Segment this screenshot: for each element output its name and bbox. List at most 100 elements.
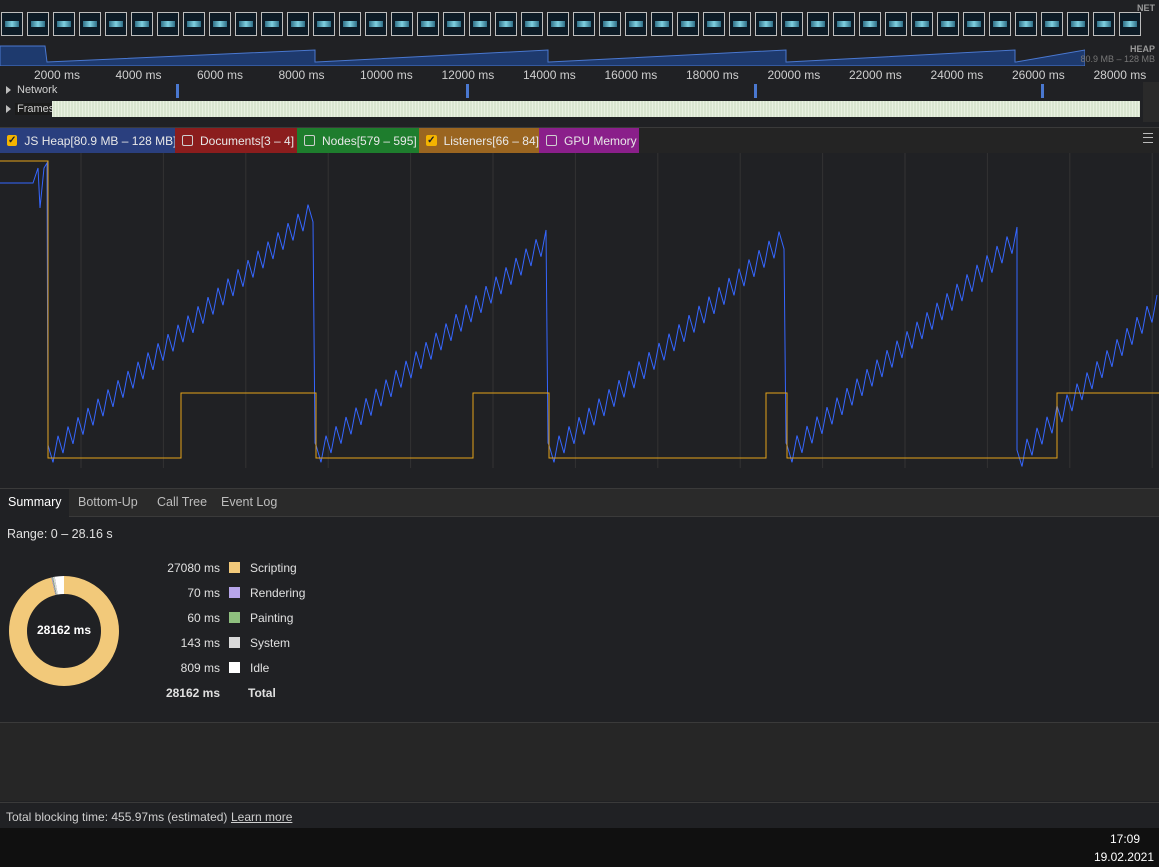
- screenshot-thumbnail[interactable]: [287, 12, 309, 36]
- screenshot-thumbnail[interactable]: [833, 12, 855, 36]
- ruler-tick-label: 14000 ms: [523, 68, 576, 82]
- screenshot-thumbnail[interactable]: [963, 12, 985, 36]
- screenshot-thumbnail[interactable]: [1041, 12, 1063, 36]
- tab-call-tree[interactable]: Call Tree: [157, 495, 208, 509]
- panel-divider[interactable]: [0, 468, 1159, 489]
- ruler-tick-label: 18000 ms: [686, 68, 739, 82]
- screenshot-thumbnail[interactable]: [989, 12, 1011, 36]
- screenshot-thumbnail[interactable]: [469, 12, 491, 36]
- memory-chart: [0, 153, 1159, 468]
- counter-label: GPU Memory: [564, 133, 637, 148]
- counter-label: JS Heap[80.9 MB – 128 MB]: [24, 133, 177, 148]
- checkbox[interactable]: [546, 135, 557, 146]
- counter-label: Documents[3 – 4]: [200, 133, 295, 148]
- screenshot-thumbnail[interactable]: [79, 12, 101, 36]
- tab-summary[interactable]: Summary: [0, 489, 70, 518]
- screenshot-thumbnail[interactable]: [755, 12, 777, 36]
- screenshot-thumbnail[interactable]: [53, 12, 75, 36]
- screenshot-thumbnail[interactable]: [27, 12, 49, 36]
- screenshot-thumbnail[interactable]: [183, 12, 205, 36]
- screenshot-thumbnail[interactable]: [651, 12, 673, 36]
- clock-time[interactable]: 17:09: [1109, 832, 1140, 846]
- checkbox[interactable]: [426, 135, 437, 146]
- network-track[interactable]: Network: [0, 82, 1159, 100]
- counter-toggle[interactable]: Documents[3 – 4]: [175, 128, 297, 153]
- heap-overview-area: [0, 45, 1085, 66]
- expand-triangle-icon[interactable]: [6, 86, 11, 94]
- checkbox[interactable]: [7, 135, 18, 146]
- checkbox[interactable]: [304, 135, 315, 146]
- menu-icon[interactable]: [1143, 133, 1153, 143]
- counter-toggle[interactable]: Nodes[579 – 595]: [297, 128, 419, 153]
- screenshot-thumbnail[interactable]: [131, 12, 153, 36]
- screenshot-thumbnail[interactable]: [859, 12, 881, 36]
- summary-row-scripting: 27080 ms Scripting: [130, 561, 390, 579]
- screenshot-thumbnail[interactable]: [625, 12, 647, 36]
- learn-more-link[interactable]: Learn more: [231, 810, 293, 824]
- screenshot-thumbnail[interactable]: [495, 12, 517, 36]
- screenshot-thumbnail[interactable]: [677, 12, 699, 36]
- network-request-marker: [1041, 84, 1044, 98]
- screenshot-thumbnail[interactable]: [885, 12, 907, 36]
- screenshot-thumbnail[interactable]: [157, 12, 179, 36]
- screenshot-thumbnail[interactable]: [1119, 12, 1141, 36]
- screenshot-thumbnail[interactable]: [547, 12, 569, 36]
- screenshot-thumbnail[interactable]: [391, 12, 413, 36]
- time-ruler: 2000 ms 4000 ms 6000 ms 8000 ms 10000 ms 1200…: [0, 66, 1159, 82]
- screenshot-thumbnail[interactable]: [807, 12, 829, 36]
- ruler-tick-label: 22000 ms: [849, 68, 902, 82]
- screenshot-thumbnail[interactable]: [911, 12, 933, 36]
- screenshot-thumbnail[interactable]: [781, 12, 803, 36]
- legend-swatch: [229, 637, 240, 648]
- expand-triangle-icon[interactable]: [6, 105, 11, 113]
- legend-swatch: [229, 612, 240, 623]
- checkbox[interactable]: [182, 135, 193, 146]
- screenshot-thumbnail[interactable]: [1, 12, 23, 36]
- screenshot-thumbnail[interactable]: [417, 12, 439, 36]
- listeners-series: [0, 160, 1159, 459]
- range-text: Range: 0 – 28.16 s: [7, 527, 113, 541]
- clock-date[interactable]: 19.02.2021: [1093, 850, 1154, 864]
- summary-label: Painting: [250, 611, 294, 625]
- screenshot-thumbnail[interactable]: [105, 12, 127, 36]
- screenshot-thumbnail[interactable]: [937, 12, 959, 36]
- frames-track[interactable]: Frames: [0, 101, 1159, 119]
- summary-label: System: [250, 636, 291, 650]
- screenshot-thumbnail[interactable]: [1067, 12, 1089, 36]
- ruler-tick-label: 10000 ms: [360, 68, 413, 82]
- network-request-marker: [754, 84, 757, 98]
- ruler-tick-label: 2000 ms: [34, 68, 81, 82]
- summary-value: 27080 ms: [167, 561, 220, 575]
- tab-event-log[interactable]: Event Log: [221, 495, 278, 509]
- overview-scrollbar[interactable]: [1143, 82, 1159, 122]
- screenshot-thumbnail[interactable]: [1015, 12, 1037, 36]
- screenshot-thumbnail[interactable]: [313, 12, 335, 36]
- status-footer: Total blocking time: 455.97ms (estimated…: [0, 802, 1159, 829]
- screenshot-thumbnail[interactable]: [573, 12, 595, 36]
- ruler-tick-label: 24000 ms: [930, 68, 984, 82]
- screenshot-thumbnail[interactable]: [599, 12, 621, 36]
- summary-total-value: 28162 ms: [165, 686, 220, 700]
- screenshot-thumbnail[interactable]: [1093, 12, 1115, 36]
- screenshot-thumbnail[interactable]: [521, 12, 543, 36]
- screenshot-thumbnail[interactable]: [339, 12, 361, 36]
- counter-toggle[interactable]: Listeners[66 – 84]: [419, 128, 539, 153]
- ruler-tick-label: 6000 ms: [197, 68, 244, 82]
- summary-panel: Range: 0 – 28.16 s 27080 ms Scripting 70…: [0, 517, 1159, 723]
- timeline-overview[interactable]: NET HEAP 80.9 MB – 128 MB 2000 ms 4000 ms…: [0, 0, 1159, 125]
- ruler-tick-label: 28000 ms: [1093, 68, 1147, 82]
- counter-toggle[interactable]: JS Heap[80.9 MB – 128 MB]: [0, 128, 177, 153]
- screenshot-filmstrip[interactable]: [0, 12, 1141, 40]
- tab-bottom-up[interactable]: Bottom-Up: [78, 495, 138, 509]
- screenshot-thumbnail[interactable]: [365, 12, 387, 36]
- screenshot-thumbnail[interactable]: [235, 12, 257, 36]
- counter-toggle[interactable]: GPU Memory: [539, 128, 639, 153]
- donut-total-label: 28162 ms: [36, 623, 92, 637]
- screenshot-thumbnail[interactable]: [729, 12, 751, 36]
- legend-swatch: [229, 562, 240, 573]
- screenshot-thumbnail[interactable]: [209, 12, 231, 36]
- screenshot-thumbnail[interactable]: [703, 12, 725, 36]
- screenshot-thumbnail[interactable]: [443, 12, 465, 36]
- ruler-tick-label: 16000 ms: [604, 68, 658, 82]
- screenshot-thumbnail[interactable]: [261, 12, 283, 36]
